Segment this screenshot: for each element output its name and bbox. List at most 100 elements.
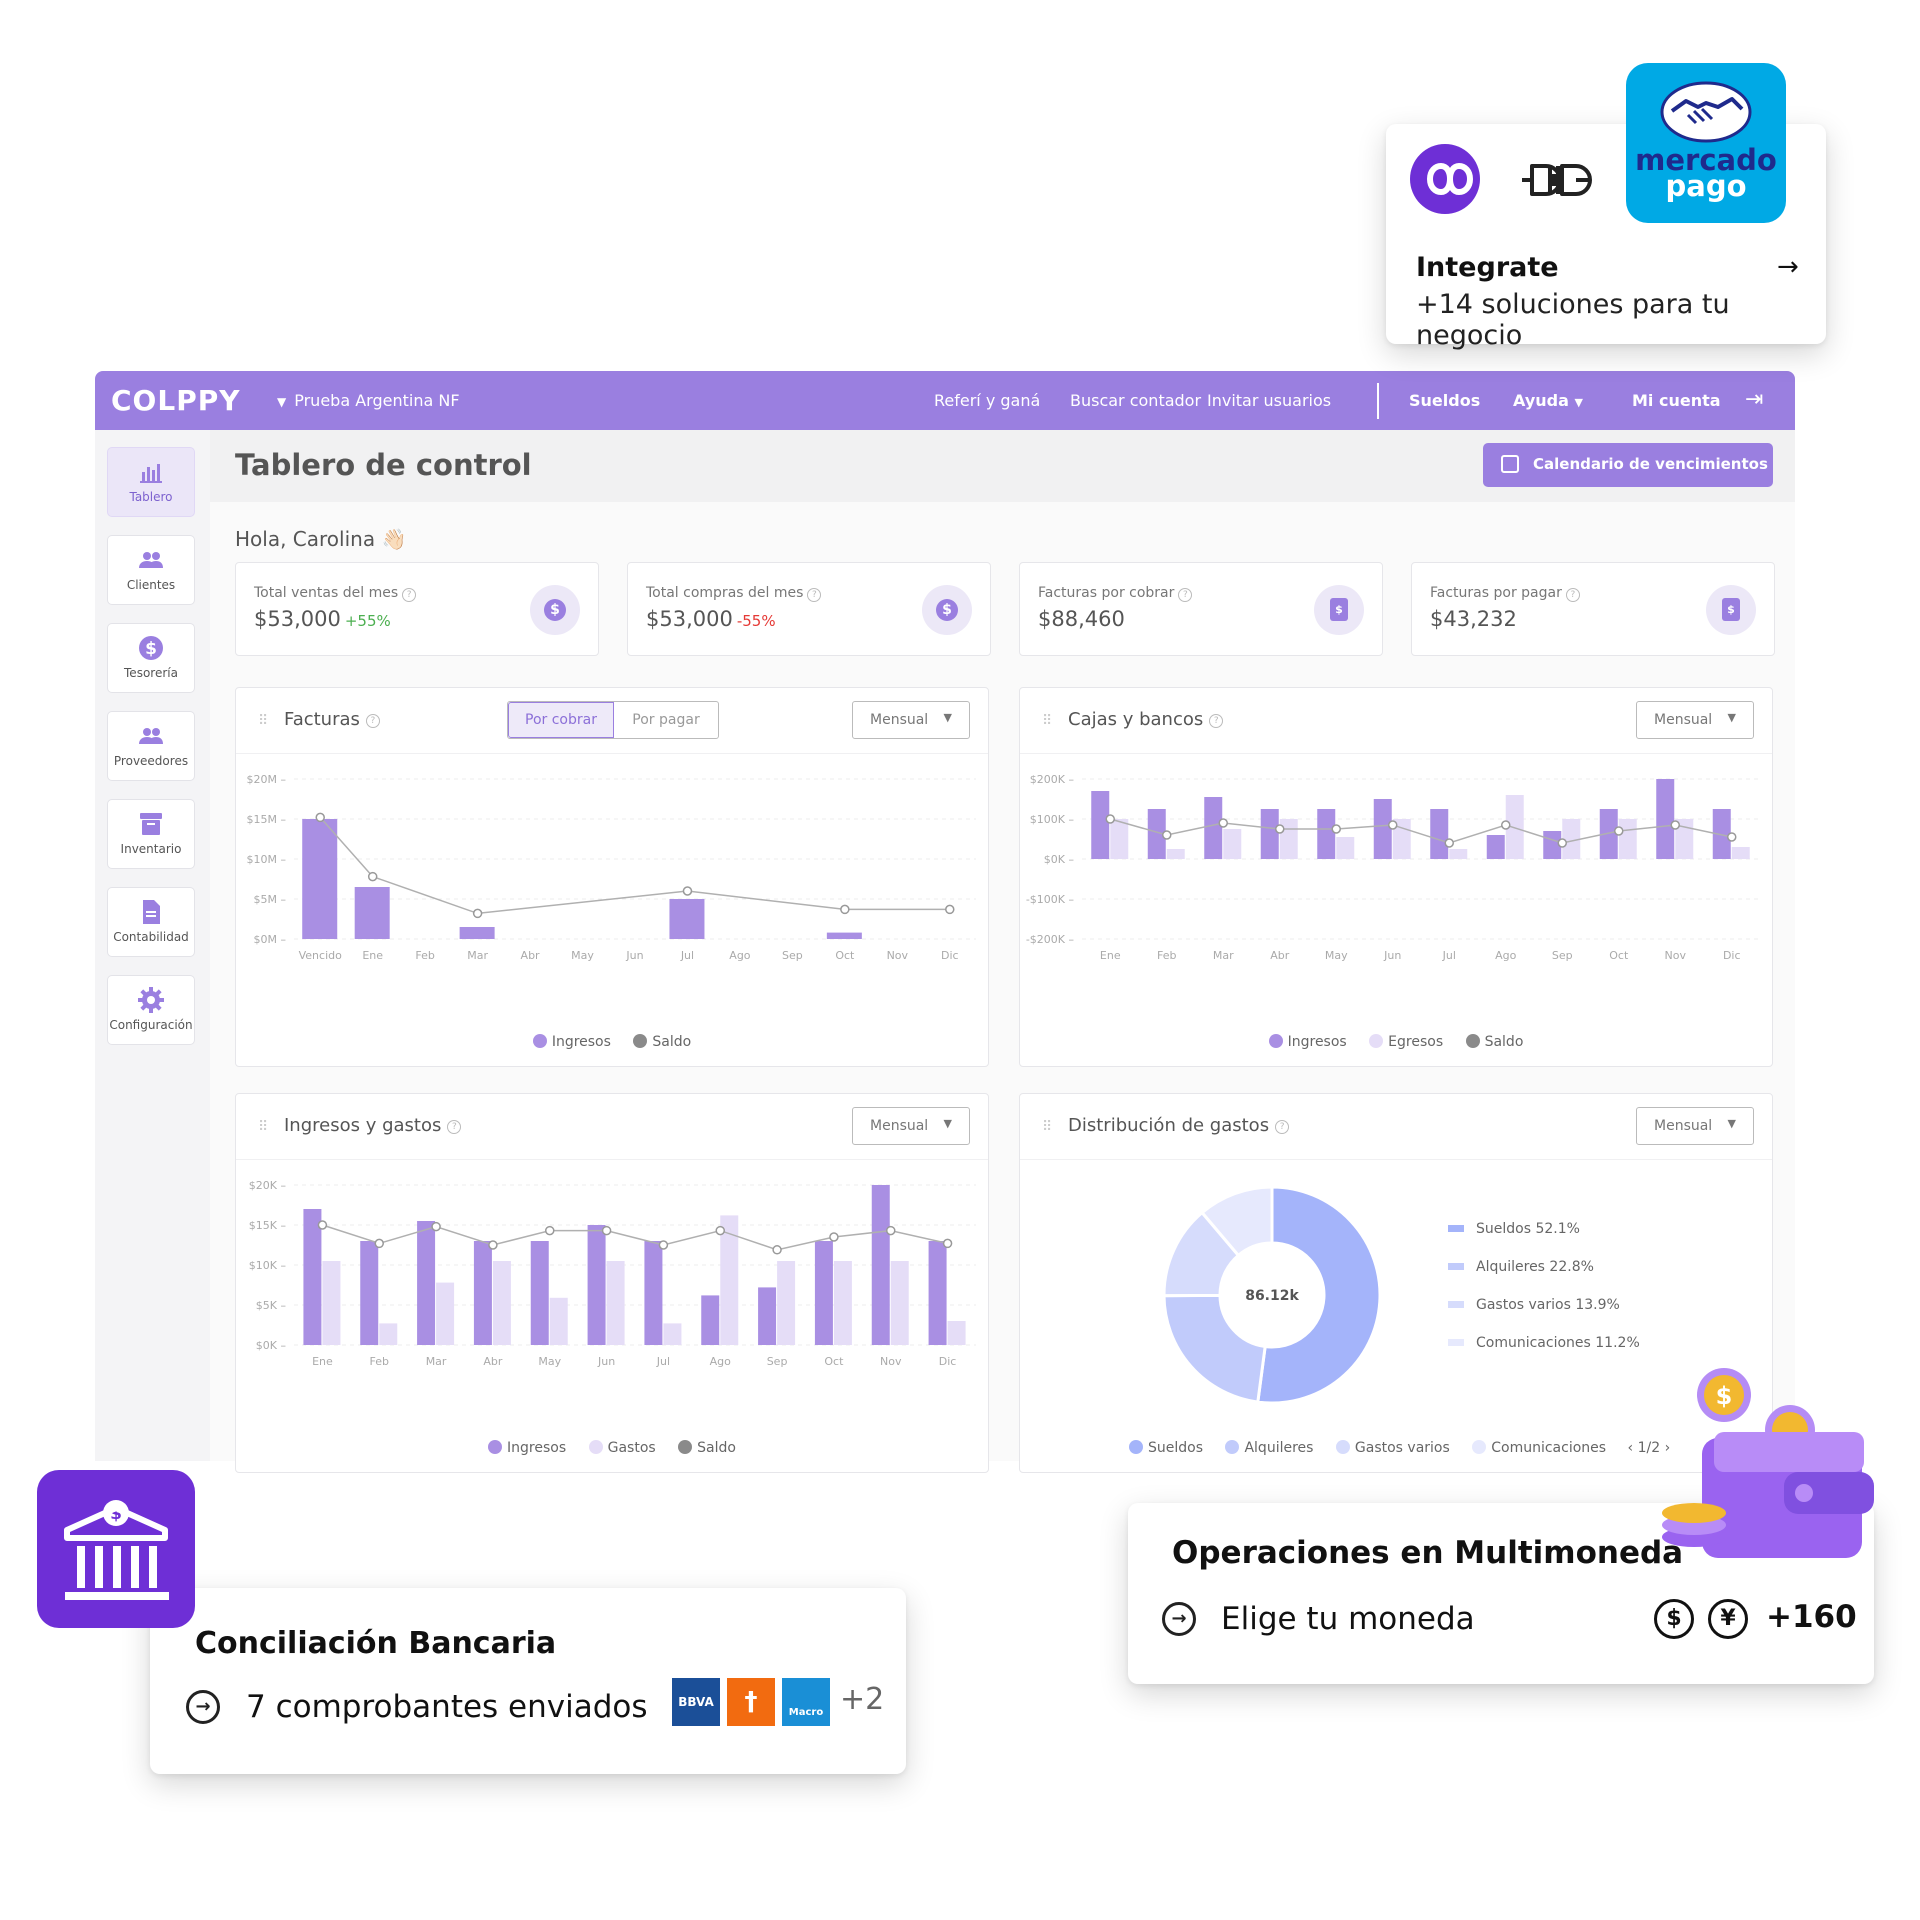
sidebar-item-tesoreria[interactable]: $ Tesorería (107, 623, 195, 693)
multimoneda-card[interactable]: Operaciones en Multimoneda → Elige tu mo… (1128, 1503, 1874, 1684)
sidebar-item-inventario[interactable]: Inventario (107, 799, 195, 869)
bar-ingresos (1712, 809, 1731, 859)
company-selector[interactable]: ▼ Prueba Argentina NF (277, 391, 460, 410)
pie-legend-label: Alquileres 22.8% (1476, 1259, 1594, 1275)
facturas-toggle: Por cobrar Por pagar (507, 701, 719, 739)
logout-icon[interactable]: ⇥ (1745, 387, 1764, 412)
bar-ingresos (417, 1221, 436, 1345)
bar-ingresos (928, 1241, 947, 1345)
legend-item[interactable]: Ingresos (1268, 1034, 1347, 1050)
help-icon[interactable]: ? (1209, 714, 1224, 728)
x-tick-label: Sep (767, 1355, 788, 1368)
bar-gastos (606, 1261, 625, 1345)
ingresos-chart: $20K – $15K – $10K – $5K – $0K – Ene Feb Mar Abr… (249, 1179, 976, 1368)
calendar-button[interactable]: Calendario de vencimientos (1483, 443, 1773, 487)
legend-item[interactable]: Saldo (678, 1440, 736, 1456)
sidebar-item-clientes[interactable]: Clientes (107, 535, 195, 605)
period-select-value: Mensual (870, 712, 929, 728)
legend-item[interactable]: Gastos (588, 1440, 656, 1456)
bar-gastos (436, 1282, 455, 1345)
colppy-logo[interactable]: COLPPY (111, 384, 241, 417)
bar-ingresos (303, 1209, 322, 1345)
chart-legend: Sueldos Alquileres Gastos varios Comunic… (1020, 1440, 1772, 1456)
legend-item[interactable]: Ingresos (488, 1440, 566, 1456)
drag-handle-icon[interactable]: ⠿ (1042, 713, 1052, 729)
legend-item[interactable]: Saldo (1465, 1034, 1523, 1050)
stat-value-text: $43,232 (1430, 607, 1517, 631)
legend-item[interactable]: Egresos (1369, 1034, 1443, 1050)
bar-ingresos (871, 1185, 890, 1345)
chevron-right-icon[interactable]: › (1664, 1440, 1671, 1456)
legend-item[interactable]: Alquileres (1225, 1440, 1313, 1456)
nav-mi-cuenta[interactable]: Mi cuenta (1632, 391, 1721, 410)
legend-pager[interactable]: ‹ 1/2 › (1628, 1440, 1671, 1456)
saldo-point (472, 908, 483, 919)
bar-ingresos (644, 1241, 663, 1345)
saldo-point (1331, 824, 1341, 834)
bar-egresos (1110, 819, 1129, 859)
invoice-icon: $ (1314, 585, 1364, 635)
y-tick-label: $20K – (249, 1179, 286, 1192)
card-header: ⠿ Facturas? Por cobrar Por pagar Mensual… (236, 688, 988, 754)
nav-invitar-usuarios[interactable]: Invitar usuarios (1207, 391, 1332, 410)
help-icon[interactable]: ? (807, 588, 822, 602)
stat-label-text: Facturas por cobrar (1038, 585, 1175, 601)
nav-sueldos[interactable]: Sueldos (1409, 391, 1481, 410)
card-facturas: ⠿ Facturas? Por cobrar Por pagar Mensual… (235, 687, 989, 1067)
sidebar-item-tablero[interactable]: Tablero (107, 447, 195, 517)
drag-handle-icon[interactable]: ⠿ (1042, 1119, 1052, 1135)
saldo-point (1105, 814, 1115, 824)
help-icon[interactable]: ? (1565, 588, 1580, 602)
chevron-left-icon[interactable]: ‹ (1627, 1440, 1634, 1456)
sidebar-item-proveedores[interactable]: Proveedores (107, 711, 195, 781)
legend-item[interactable]: Gastos varios (1335, 1440, 1450, 1456)
period-select[interactable]: Mensual ▼ (852, 1107, 970, 1145)
sidebar-item-label: Tesorería (124, 666, 178, 680)
arrow-right-icon[interactable]: → (1777, 252, 1799, 282)
nav-referi[interactable]: Referí y ganá (934, 391, 1041, 410)
saldo-line (319, 816, 950, 915)
sidebar-item-contabilidad[interactable]: Contabilidad (107, 887, 195, 957)
tab-por-pagar[interactable]: Por pagar (632, 712, 700, 728)
period-select[interactable]: Mensual ▼ (1636, 701, 1754, 739)
period-select[interactable]: Mensual ▼ (852, 701, 970, 739)
stat-card-por-pagar: Facturas por pagar? $43,232 $ (1411, 562, 1775, 656)
stat-label: Total ventas del mes? (254, 585, 417, 602)
x-tick-label: Dic (941, 949, 959, 962)
legend-item[interactable]: Comunicaciones (1472, 1440, 1606, 1456)
x-tick-label: Mar (1213, 949, 1234, 962)
legend-item[interactable]: Ingresos (532, 1034, 611, 1050)
legend-item[interactable]: Sueldos (1129, 1440, 1203, 1456)
drag-handle-icon[interactable]: ⠿ (258, 713, 268, 729)
nav-ayuda[interactable]: Ayuda ▼ (1513, 391, 1583, 410)
x-tick-label: Ago (729, 949, 751, 962)
pie-legend-label: Gastos varios 13.9% (1476, 1297, 1620, 1313)
tab-por-cobrar[interactable]: Por cobrar (508, 702, 614, 738)
period-select[interactable]: Mensual ▼ (1636, 1107, 1754, 1145)
legend-label: Ingresos (1287, 1034, 1347, 1050)
dollar-icon: $ (922, 585, 972, 635)
x-tick-label: Ago (710, 1355, 732, 1368)
saldo-point (1444, 838, 1454, 848)
stat-delta: -55% (736, 612, 776, 630)
legend-item[interactable]: Saldo (633, 1034, 691, 1050)
card-title: Facturas? (284, 709, 380, 730)
app-window: COLPPY ▼ Prueba Argentina NF Referí y gan… (95, 371, 1795, 1473)
sidebar-item-configuracion[interactable]: Configuración (107, 975, 195, 1045)
conciliacion-card[interactable]: Conciliación Bancaria → 7 comprobantes e… (150, 1588, 906, 1774)
help-icon[interactable]: ? (1178, 588, 1193, 602)
help-icon[interactable]: ? (402, 588, 417, 602)
card-title: Distribución de gastos? (1068, 1115, 1290, 1136)
drag-handle-icon[interactable]: ⠿ (258, 1119, 268, 1135)
mp-line2: pago (1665, 169, 1747, 203)
help-icon[interactable]: ? (365, 714, 380, 728)
help-icon[interactable]: ? (1275, 1120, 1290, 1134)
more-banks-count: +2 (840, 1682, 885, 1717)
bar-ingresos (1091, 791, 1110, 859)
bar-gastos (890, 1261, 909, 1345)
card-title-text: Distribución de gastos (1068, 1115, 1270, 1136)
nav-buscar-contador[interactable]: Buscar contador (1070, 391, 1202, 410)
y-tick-label: $10K – (249, 1259, 286, 1272)
bar-egresos (1505, 795, 1524, 859)
help-icon[interactable]: ? (447, 1120, 462, 1134)
